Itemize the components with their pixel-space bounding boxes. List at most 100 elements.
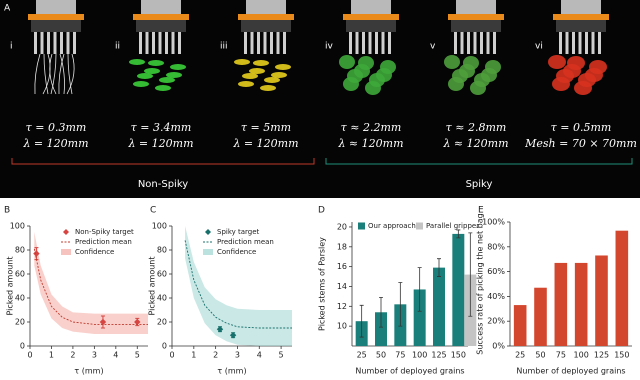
photo: iii τ = 5mm λ = 120mm — [220, 0, 299, 150]
item — [474, 73, 490, 87]
gripper-finger — [53, 32, 57, 54]
gripper-plate — [133, 14, 189, 20]
photo-parameter: λ ≈ 120mm — [442, 137, 508, 150]
y-tick-label: 0 — [20, 342, 25, 351]
bar — [413, 289, 426, 346]
prediction-line — [184, 240, 292, 329]
bar — [534, 287, 547, 346]
y-tick-label: 40% — [487, 292, 505, 301]
x-tick-label: 25 — [515, 351, 525, 360]
gripper-finger — [257, 32, 260, 54]
group-bracket — [11, 158, 315, 165]
gripper-finger — [145, 32, 149, 54]
item — [358, 56, 374, 70]
photo-parameter: λ ≈ 120mm — [337, 137, 403, 150]
group-bracket — [325, 158, 633, 165]
gripper-finger — [263, 32, 267, 54]
gripper-plate — [238, 14, 294, 20]
photo-numeral: v — [430, 42, 436, 52]
photo-parameter: λ = 120mm — [127, 137, 193, 150]
item — [34, 53, 41, 95]
y-tick-label: 100 — [10, 222, 25, 231]
item — [43, 53, 49, 95]
chart: D 10 12 14 16 18 20 Number of deployed grains Pi… — [318, 206, 480, 376]
gripper-finger — [73, 32, 76, 54]
gripper-finger — [276, 32, 280, 54]
bar — [433, 267, 445, 346]
data-point — [99, 318, 107, 326]
error-bar — [359, 304, 364, 338]
data-point — [216, 326, 224, 333]
legend-label: Non-Spiky target — [75, 228, 134, 236]
gripper-finger — [381, 32, 385, 54]
gripper-finger — [572, 32, 575, 54]
photo-parameter: τ = 0.3mm — [26, 121, 87, 134]
gripper-finger — [460, 32, 464, 54]
gripper-plate — [553, 14, 609, 20]
y-tick-label: 100 — [152, 222, 167, 231]
gripper-finger — [467, 32, 470, 54]
item — [463, 56, 479, 70]
item — [129, 59, 145, 65]
photo-parameter: τ = 3.4mm — [131, 121, 192, 134]
gripper-body — [346, 20, 396, 32]
gripper-finger — [47, 32, 50, 54]
item — [234, 59, 250, 65]
gripper-finger — [493, 32, 496, 54]
gripper-cylinder — [36, 0, 76, 14]
y-tick-label: 12 — [337, 302, 347, 311]
item — [380, 60, 396, 74]
photo: v τ ≈ 2.8mm λ ≈ 120mm — [430, 0, 509, 150]
legend-label: Spiky target — [217, 228, 260, 236]
item — [271, 72, 287, 78]
photo-parameter: λ = 120mm — [22, 137, 88, 150]
gripper-finger — [158, 32, 162, 54]
x-tick-label: 5 — [135, 351, 140, 360]
legend-swatch — [203, 249, 213, 255]
x-tick-label: 50 — [535, 351, 545, 360]
item — [369, 73, 385, 87]
gripper-finger — [578, 32, 582, 54]
legend-swatch — [358, 222, 365, 230]
legend-swatch — [416, 222, 423, 230]
item — [567, 56, 585, 70]
item — [485, 60, 501, 74]
item — [159, 77, 175, 83]
error-bar — [398, 282, 403, 327]
gripper-finger — [480, 32, 483, 54]
item — [452, 69, 468, 83]
y-axis-label: Picked stems of Parsley — [318, 237, 327, 331]
x-tick-label: 3 — [92, 351, 97, 360]
y-tick-label: 20 — [15, 318, 25, 327]
x-tick-label: 25 — [357, 351, 367, 360]
gripper-plate — [448, 14, 504, 20]
gripper-finger — [244, 32, 247, 54]
legend-label: Our approach — [368, 222, 416, 230]
x-tick-label: 4 — [257, 351, 262, 360]
gripper-body — [136, 20, 186, 32]
photo-numeral: vi — [535, 42, 543, 52]
y-tick-label: 60 — [15, 270, 25, 279]
y-tick-label: 80 — [15, 246, 25, 255]
photo: i τ = 0.3mm λ = 120mm — [10, 0, 89, 150]
photo-background — [0, 0, 640, 198]
legend-label: Confidence — [75, 248, 114, 256]
bar — [554, 262, 568, 346]
x-axis-label: Number of deployed grains — [355, 367, 464, 376]
item — [275, 64, 291, 70]
bar — [574, 262, 588, 346]
gripper-finger — [565, 32, 569, 54]
x-axis-label: τ (mm) — [217, 367, 246, 376]
x-tick-label: 150 — [451, 351, 466, 360]
legend-label: Prediction mean — [75, 238, 132, 246]
x-tick-label: 5 — [279, 351, 284, 360]
legend-label: Parallel gripper — [426, 222, 479, 230]
panel-label: C — [150, 206, 156, 216]
gripper-finger — [60, 32, 63, 54]
item — [444, 55, 460, 69]
x-axis-label: Number of deployed grains — [516, 367, 625, 376]
y-tick-label: 20 — [157, 318, 167, 327]
photo-parameter: τ = 0.5mm — [551, 121, 612, 134]
y-tick-label: 0% — [492, 342, 505, 351]
gripper-plate — [343, 14, 399, 20]
